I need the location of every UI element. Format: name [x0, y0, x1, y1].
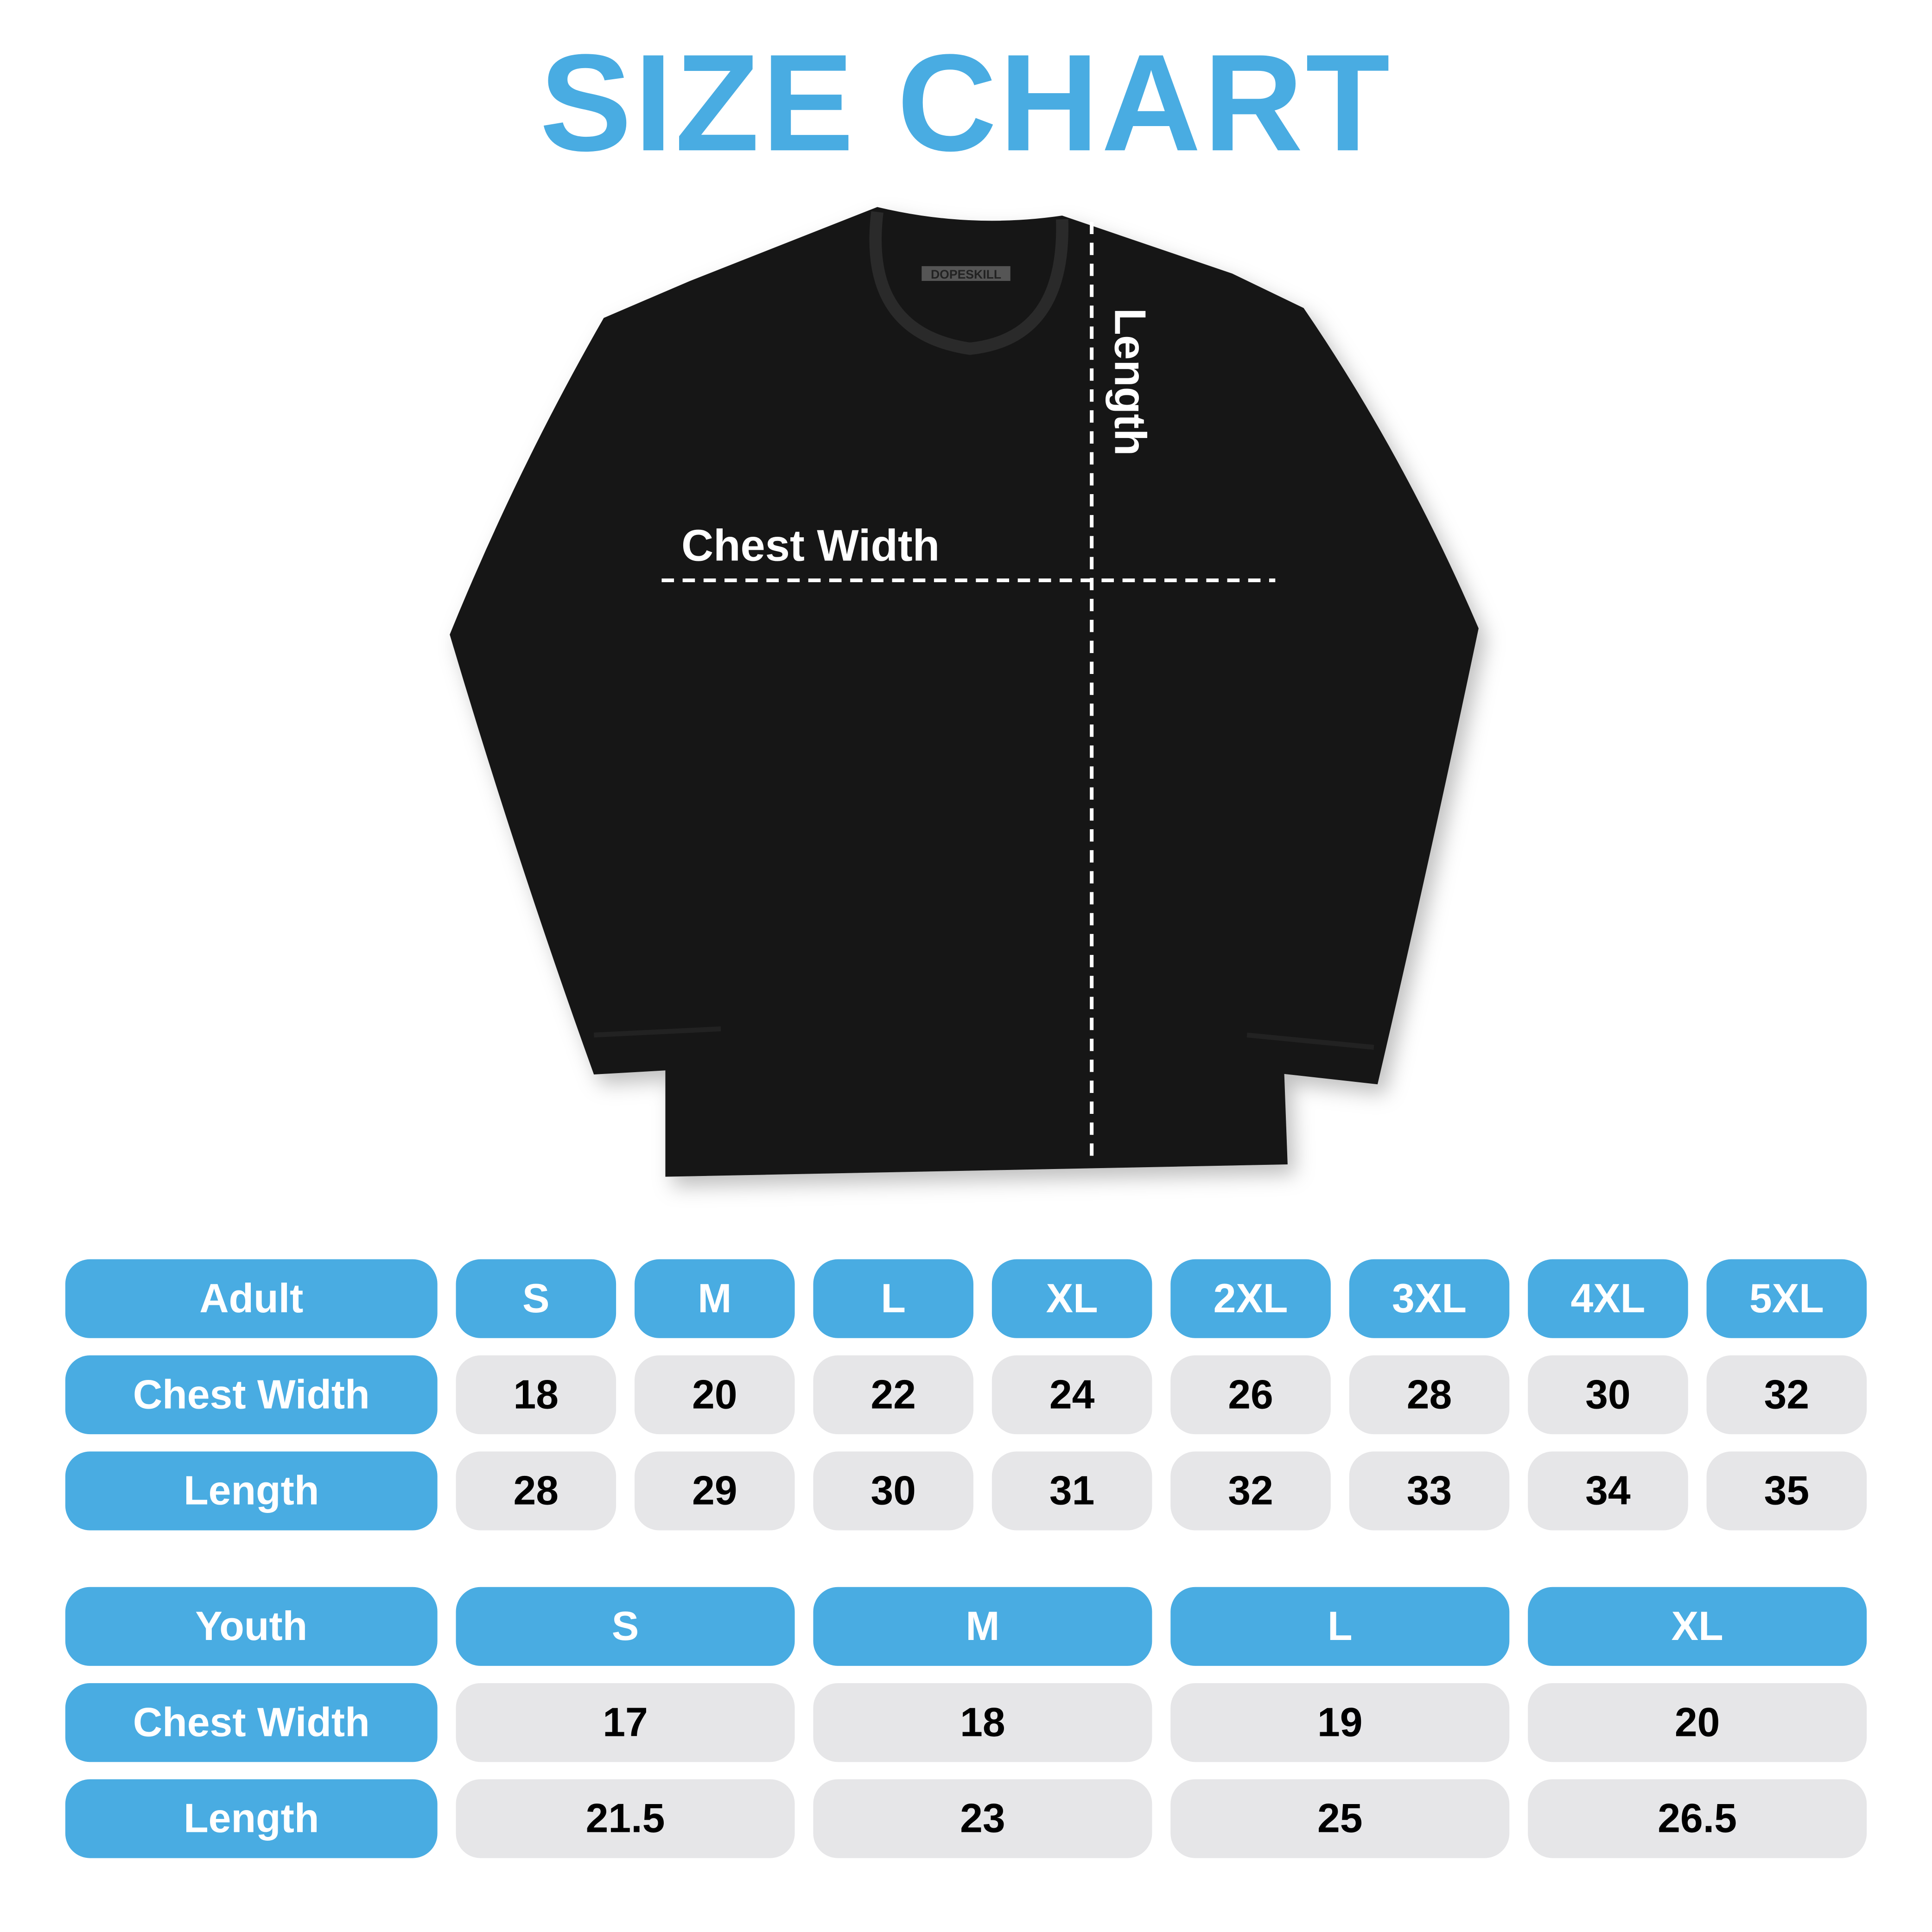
youth-value-cell: 25	[1170, 1779, 1510, 1858]
youth-value-cell: 18	[813, 1683, 1152, 1762]
brand-tag	[922, 266, 1010, 281]
adult-value-cell: 33	[1349, 1451, 1510, 1531]
adult-size-s: S	[456, 1259, 616, 1338]
adult-value-cell: 20	[634, 1355, 795, 1435]
youth-value-cell: 21.5	[456, 1779, 795, 1858]
page-title: SIZE CHART	[540, 25, 1392, 180]
youth-size-l: L	[1170, 1587, 1510, 1666]
youth-value-cell: 20	[1528, 1683, 1867, 1762]
adult-value-cell: 34	[1528, 1451, 1688, 1531]
adult-size-4xl: 4XL	[1528, 1259, 1688, 1338]
adult-value-cell: 35	[1706, 1451, 1867, 1531]
adult-value-cell: 26	[1170, 1355, 1331, 1435]
adult-size-3xl: 3XL	[1349, 1259, 1510, 1338]
youth-row-label: Length	[65, 1779, 438, 1858]
youth-value-cell: 19	[1170, 1683, 1510, 1762]
youth-value-cell: 17	[456, 1683, 795, 1762]
youth-row-label: Chest Width	[65, 1683, 438, 1762]
adult-row-label: Chest Width	[65, 1355, 438, 1435]
youth-size-s: S	[456, 1587, 795, 1666]
adult-value-cell: 32	[1170, 1451, 1331, 1531]
adult-size-l: L	[813, 1259, 973, 1338]
shirt-collar	[869, 211, 1068, 355]
shirt-body	[450, 207, 1479, 1177]
youth-value-cell: 26.5	[1528, 1779, 1867, 1858]
shirt-illustration: DOPESKILL Chest Width Length	[450, 207, 1479, 1177]
adult-value-cell: 22	[813, 1355, 973, 1435]
length-label: Length	[1106, 308, 1155, 456]
adult-value-cell: 29	[634, 1451, 795, 1531]
adult-value-cell: 30	[813, 1451, 973, 1531]
adult-value-cell: 31	[991, 1451, 1152, 1531]
adult-size-5xl: 5XL	[1706, 1259, 1867, 1338]
adult-size-xl: XL	[991, 1259, 1152, 1338]
adult-header-label: Adult	[65, 1259, 438, 1338]
chest-width-label: Chest Width	[681, 521, 940, 570]
adult-size-m: M	[634, 1259, 795, 1338]
adult-value-cell: 24	[991, 1355, 1152, 1435]
youth-value-cell: 23	[813, 1779, 1152, 1858]
adult-value-cell: 18	[456, 1355, 616, 1435]
youth-size-m: M	[813, 1587, 1152, 1666]
adult-size-2xl: 2XL	[1170, 1259, 1331, 1338]
youth-header-label: Youth	[65, 1587, 438, 1666]
adult-value-cell: 28	[1349, 1355, 1510, 1435]
adult-value-cell: 30	[1528, 1355, 1688, 1435]
adult-value-cell: 28	[456, 1451, 616, 1531]
brand-tag-text: DOPESKILL	[931, 267, 1001, 281]
youth-size-xl: XL	[1528, 1587, 1867, 1666]
adult-row-label: Length	[65, 1451, 438, 1531]
adult-value-cell: 32	[1706, 1355, 1867, 1435]
